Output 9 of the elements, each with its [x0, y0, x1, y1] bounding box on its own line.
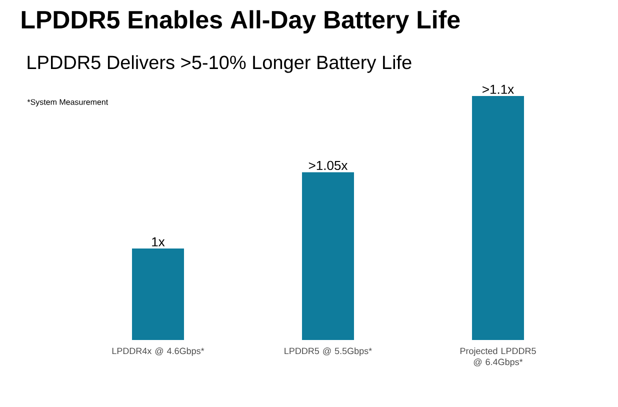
data-label: >1.05x	[308, 160, 348, 170]
data-label: 1x	[152, 237, 165, 246]
x-tick-label: Projected LPDDR5 @ 6.4Gbps*	[460, 348, 536, 367]
chart-title: LPDDR5 Enables All-Day Battery Life	[22, 10, 460, 34]
data-label: >1.1x	[482, 84, 514, 94]
chart-subtitle: LPDDR5 Delivers >5-10% Longer Battery Life	[28, 55, 412, 73]
annotation: *System Measurement	[27, 99, 108, 106]
x-tick-label: LPDDR4x @ 4.6Gbps*	[112, 348, 204, 356]
x-tick-label: LPDDR5 @ 5.5Gbps*	[284, 348, 372, 356]
